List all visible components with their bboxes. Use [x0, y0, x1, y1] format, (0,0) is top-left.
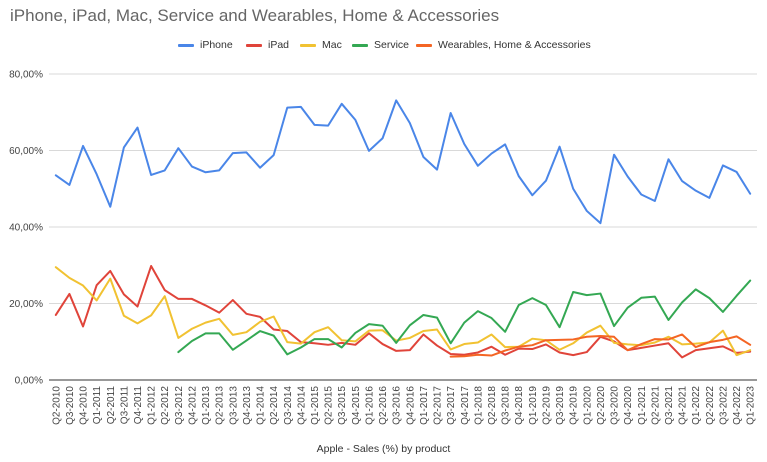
y-tick-label: 20,00% [9, 299, 43, 310]
x-tick-label: Q3-2018 [501, 386, 512, 425]
x-tick-label: Q2-2010 [51, 386, 62, 425]
x-tick-label: Q4-2017 [460, 386, 471, 425]
series-line-mac [54, 266, 752, 357]
legend-item-iphone: iPhone [178, 39, 233, 51]
x-tick-label: Q2-2011 [106, 386, 117, 425]
x-tick-label: Q4-2010 [79, 386, 90, 425]
y-tick-label: 60,00% [9, 146, 43, 157]
legend-swatch-wearables [416, 43, 432, 47]
x-tick-label: Q2-2012 [160, 386, 171, 425]
x-tick-label: Q3-2013 [228, 386, 239, 425]
x-tick-label: Q4-2013 [242, 386, 253, 425]
y-tick-label: 40,00% [9, 223, 43, 234]
x-tick-label: Q3-2011 [119, 386, 130, 425]
series-line-wearables-home-accessories [449, 333, 752, 358]
x-tick-label: Q2-2015 [324, 386, 335, 425]
legend-label-mac: Mac [322, 39, 342, 51]
x-axis-label: Apple - Sales (%) by product [316, 443, 451, 455]
x-tick-label: Q3-2019 [555, 386, 566, 425]
x-tick-label: Q3-2015 [337, 386, 348, 425]
legend-swatch-service [352, 43, 368, 47]
legend-swatch-iphone [178, 43, 194, 47]
legend-item-mac: Mac [300, 39, 342, 51]
legend-label-service: Service [374, 39, 410, 51]
x-tick-label: Q4-2022 [732, 386, 743, 425]
x-tick-label: Q4-2020 [623, 386, 634, 425]
x-tick-label: Q2-2019 [541, 386, 552, 425]
legend-swatch-ipad [246, 43, 262, 47]
y-tick-label: 0,00% [15, 376, 43, 387]
x-tick-label: Q4-2016 [405, 386, 416, 425]
x-tick-label: Q2-2017 [433, 386, 444, 425]
x-tick-label: Q1-2021 [637, 386, 648, 425]
x-tick-label: Q1-2019 [528, 386, 539, 425]
x-tick-label: Q1-2015 [310, 386, 321, 425]
x-tick-label: Q3-2016 [392, 386, 403, 425]
x-tick-label: Q1-2020 [582, 386, 593, 425]
x-tick-label: Q4-2019 [569, 386, 580, 425]
x-tick-label: Q2-2020 [596, 386, 607, 425]
y-tick-label: 80,00% [9, 70, 43, 81]
legend-swatch-mac [300, 43, 316, 47]
x-tick-label: Q1-2012 [147, 386, 158, 425]
x-tick-label: Q1-2017 [419, 386, 430, 425]
x-tick-label: Q2-2013 [215, 386, 226, 425]
x-tick-label: Q1-2013 [201, 386, 212, 425]
x-tick-label: Q2-2018 [487, 386, 498, 425]
x-tick-label: Q3-2010 [65, 386, 76, 425]
series-line-iphone [54, 99, 752, 225]
x-tick-label: Q3-2021 [664, 386, 675, 425]
legend-item-wearables: Wearables, Home & Accessories [416, 39, 591, 51]
x-tick-label: Q1-2023 [746, 386, 757, 425]
legend-item-ipad: iPad [246, 39, 289, 51]
series-line-service [177, 279, 752, 356]
x-tick-label: Q3-2014 [283, 386, 294, 425]
x-tick-label: Q2-2022 [705, 386, 716, 425]
x-tick-label: Q4-2015 [351, 386, 362, 425]
legend-item-service: Service [352, 39, 409, 51]
x-tick-label: Q4-2011 [133, 386, 144, 425]
x-tick-label: Q1-2014 [256, 386, 267, 425]
x-tick-label: Q4-2021 [678, 386, 689, 425]
x-tick-label: Q3-2012 [174, 386, 185, 425]
x-tick-label: Q4-2012 [187, 386, 198, 425]
x-tick-label: Q2-2021 [650, 386, 661, 425]
x-tick-label: Q1-2011 [92, 386, 103, 425]
x-tick-label: Q1-2018 [473, 386, 484, 425]
legend-label-ipad: iPad [268, 39, 290, 51]
series-line-ipad [54, 265, 752, 359]
legend-label-iphone: iPhone [200, 39, 233, 51]
x-tick-label: Q2-2016 [378, 386, 389, 425]
chart-title: iPhone, iPad, Mac, Service and Wearables… [10, 6, 500, 25]
x-tick-label: Q1-2022 [691, 386, 702, 425]
x-tick-label: Q1-2016 [364, 386, 375, 425]
chart-legend: iPhone iPad Mac Service Wearables, Home … [0, 39, 767, 55]
x-tick-label: Q4-2018 [514, 386, 525, 425]
legend-label-wearables: Wearables, Home & Accessories [438, 39, 591, 51]
x-tick-label: Q2-2014 [269, 386, 280, 425]
x-tick-label: Q3-2020 [610, 386, 621, 425]
x-tick-label: Q4-2014 [296, 386, 307, 425]
x-tick-label: Q3-2017 [446, 386, 457, 425]
x-tick-label: Q3-2022 [718, 386, 729, 425]
